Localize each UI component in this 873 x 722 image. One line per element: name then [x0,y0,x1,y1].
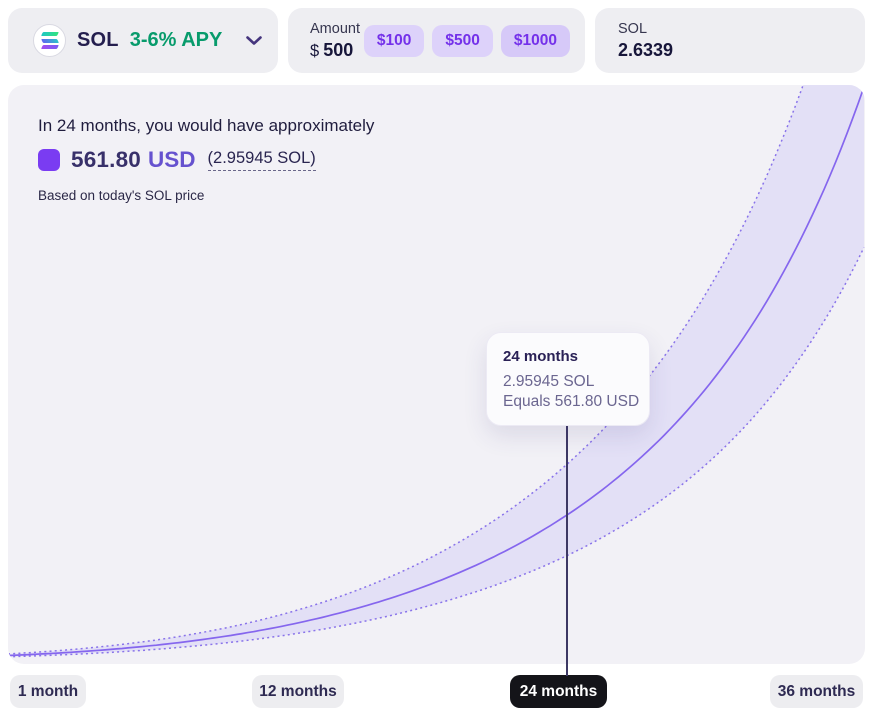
amount-input[interactable]: $500 [310,40,360,61]
result-sol-equivalent[interactable]: (2.95945 SOL) [207,149,316,171]
chart-tooltip: 24 months 2.95945 SOL Equals 561.80 USD [486,332,650,426]
chevron-down-icon [246,35,263,46]
preset-100-button[interactable]: $100 [363,24,425,57]
token-name: SOL [77,29,119,51]
sol-label: SOL [618,20,648,37]
tooltip-title: 24 months [503,348,579,365]
result-headline: In 24 months, you would have approximate… [38,116,375,135]
preset-500-button[interactable]: $500 [432,24,493,57]
preset-1000-button[interactable]: $1000 [500,24,570,57]
yield-chart-card: In 24 months, you would have approximate… [8,85,865,664]
tooltip-sol-value: 2.95945 SOL [503,373,595,390]
tab-1-month[interactable]: 1 month [10,675,86,708]
amount-value: 500 [323,39,354,60]
price-footnote: Based on today's SOL price [38,188,205,203]
amount-card: Amount $500 $100 $500 $1000 [288,8,585,73]
selected-month-marker-line [566,426,568,676]
upper-bound-curve [8,85,804,655]
tab-36-months[interactable]: 36 months [770,675,863,708]
solana-logo-icon [33,24,66,57]
lower-bound-curve [8,247,865,658]
currency-symbol: $ [310,41,320,60]
legend-square-icon [38,149,60,171]
tooltip-usd-value: Equals 561.80 USD [503,393,640,411]
sol-amount-card: SOL 2.6339 [595,8,865,73]
token-apy-range: 3-6% APY [129,29,223,51]
uncertainty-band [8,85,864,657]
result-row: 561.80 USD (2.95945 SOL) [38,147,316,173]
yield-chart[interactable] [8,85,865,664]
result-usd-unit: USD [148,147,196,172]
estimate-curve [8,86,865,657]
result-usd-value: 561.80 [71,147,142,172]
tab-12-months[interactable]: 12 months [252,675,344,708]
tab-24-months[interactable]: 24 months [510,675,607,708]
sol-amount-value: 2.6339 [618,39,674,60]
token-selector[interactable]: SOL 3-6% APY [8,8,278,73]
amount-label: Amount [310,20,360,37]
amount-presets: $100 $500 $1000 [363,24,570,57]
